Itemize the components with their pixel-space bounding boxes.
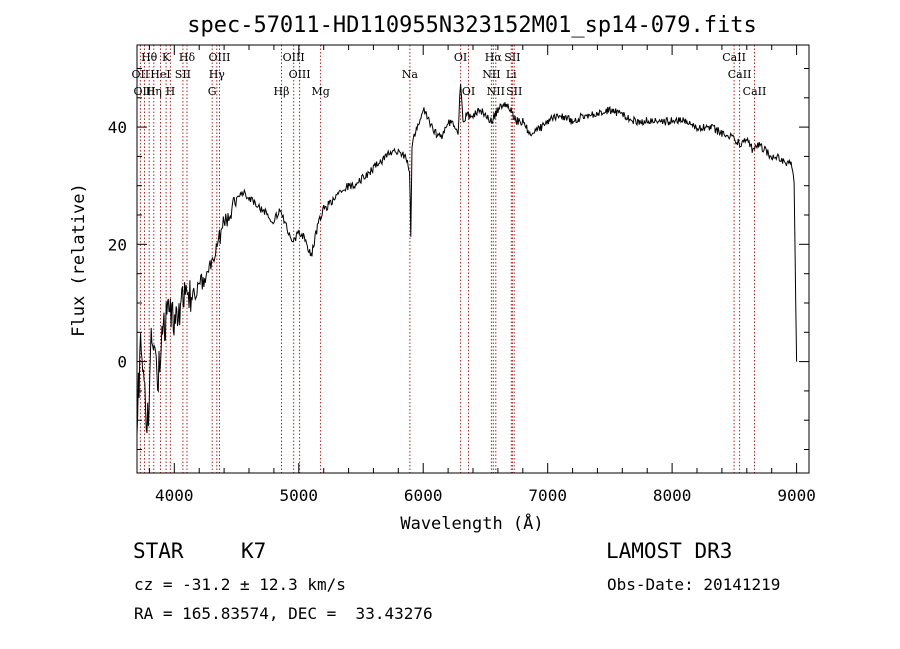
survey-name: LAMOST DR3 xyxy=(606,539,733,563)
spectrum-series xyxy=(136,84,798,435)
x-tick-label: 8000 xyxy=(653,486,692,505)
marker-label: OIII xyxy=(289,68,311,81)
y-axis: 0 20 40 xyxy=(108,68,809,450)
marker-label: SII xyxy=(504,51,520,64)
marker-label: CaII xyxy=(722,51,746,64)
marker-label: NII xyxy=(487,85,505,98)
marker-label: K xyxy=(162,51,171,64)
marker-label: HeI xyxy=(150,68,170,81)
object-subclass: K7 xyxy=(241,539,267,563)
marker-label: Hβ xyxy=(274,85,290,98)
object-class: STAR xyxy=(133,539,184,563)
marker-label: Hδ xyxy=(179,51,196,64)
marker-label: Hα xyxy=(485,51,503,64)
marker-label: Li xyxy=(506,68,517,81)
marker-label: G xyxy=(208,85,217,98)
x-tick-label: 9000 xyxy=(777,486,816,505)
plot-frame xyxy=(136,44,810,474)
chart-title: spec-57011-HD110955N323152M01_sp14-079.f… xyxy=(187,13,757,38)
marker-label: Mg xyxy=(311,85,329,98)
x-tick-label: 5000 xyxy=(280,486,319,505)
marker-label: SII xyxy=(175,68,191,81)
redshift-velocity: cz = -31.2 ± 12.3 km/s xyxy=(134,575,346,594)
x-axis: 4000 5000 6000 7000 8000 9000 xyxy=(148,45,816,505)
marker-label: OIII xyxy=(283,51,305,64)
y-axis-label: Flux (relative) xyxy=(69,183,89,337)
marker-label: Na xyxy=(402,68,419,81)
marker-label: OI xyxy=(462,85,475,98)
marker-label: Hη xyxy=(146,85,162,98)
marker-label: Hθ xyxy=(141,51,158,64)
marker-label: CaII xyxy=(728,68,752,81)
marker-label: H xyxy=(166,85,176,98)
line-markers xyxy=(139,45,755,473)
marker-label: NII xyxy=(482,68,500,81)
x-tick-label: 7000 xyxy=(528,486,567,505)
spectrum-line xyxy=(136,84,798,435)
marker-label: SII xyxy=(506,85,522,98)
marker-label: OIII xyxy=(208,51,230,64)
y-tick-label: 20 xyxy=(108,235,127,254)
marker-label: CaII xyxy=(743,85,767,98)
x-tick-label: 6000 xyxy=(404,486,443,505)
coordinates: RA = 165.83574, DEC = 33.43276 xyxy=(134,604,433,623)
y-tick-label: 0 xyxy=(117,353,127,372)
marker-label: Hγ xyxy=(209,68,226,81)
marker-label: OII xyxy=(132,68,150,81)
y-tick-label: 40 xyxy=(108,118,127,137)
marker-label: OI xyxy=(454,51,467,64)
x-axis-label: Wavelength (Å) xyxy=(400,512,543,534)
observation-date: Obs-Date: 20141219 xyxy=(607,575,781,594)
marker-label: OIII xyxy=(133,85,155,98)
x-tick-label: 4000 xyxy=(155,486,194,505)
